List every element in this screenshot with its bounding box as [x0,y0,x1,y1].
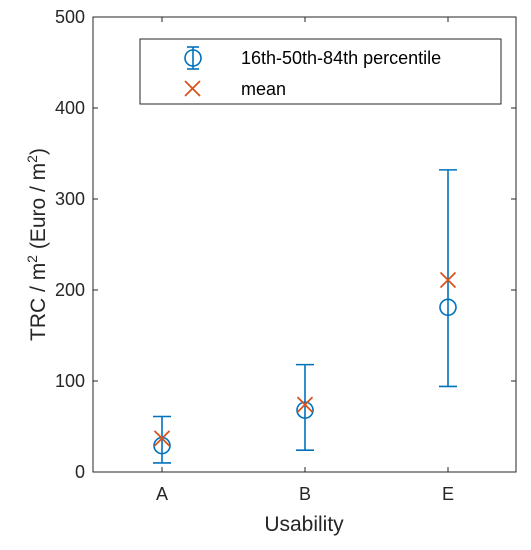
median-point [296,401,314,419]
plot-marks [153,169,457,464]
legend-box [139,38,502,105]
y-tick-label: 200 [55,280,85,300]
y-tick-label: 0 [75,462,85,482]
y-axis-title-part: ) [27,148,50,155]
mean-point-stroke [296,396,314,413]
x-axis-title: Usability [264,513,344,536]
legend-label-mean: mean [241,79,286,99]
legend-x-icon [184,80,201,97]
x-tick-label: A [156,484,168,504]
y-axis-title-part: (Euro / m [27,163,50,255]
x-tick-label: B [299,484,311,504]
y-tick-label: 300 [55,189,85,209]
y-axis-title: TRC / m2 (Euro / m2) [24,148,50,341]
legend: 16th-50th-84th percentile mean [139,38,502,105]
y-axis: 0 100 200 300 400 500 [55,7,516,482]
median-point [439,298,457,317]
y-axis-title-superscript: 2 [24,255,40,263]
y-tick-label: 500 [55,7,85,27]
y-axis-title-superscript: 2 [24,155,40,163]
mean-point-stroke [439,271,457,289]
y-tick-label: 100 [55,371,85,391]
y-tick-label: 400 [55,98,85,118]
mean-point-stroke [153,430,171,447]
legend-errorbar-icon [184,46,202,70]
legend-label-percentile: 16th-50th-84th percentile [241,48,441,68]
x-tick-label: E [442,484,454,504]
y-axis-title-part: TRC / m [27,263,50,341]
